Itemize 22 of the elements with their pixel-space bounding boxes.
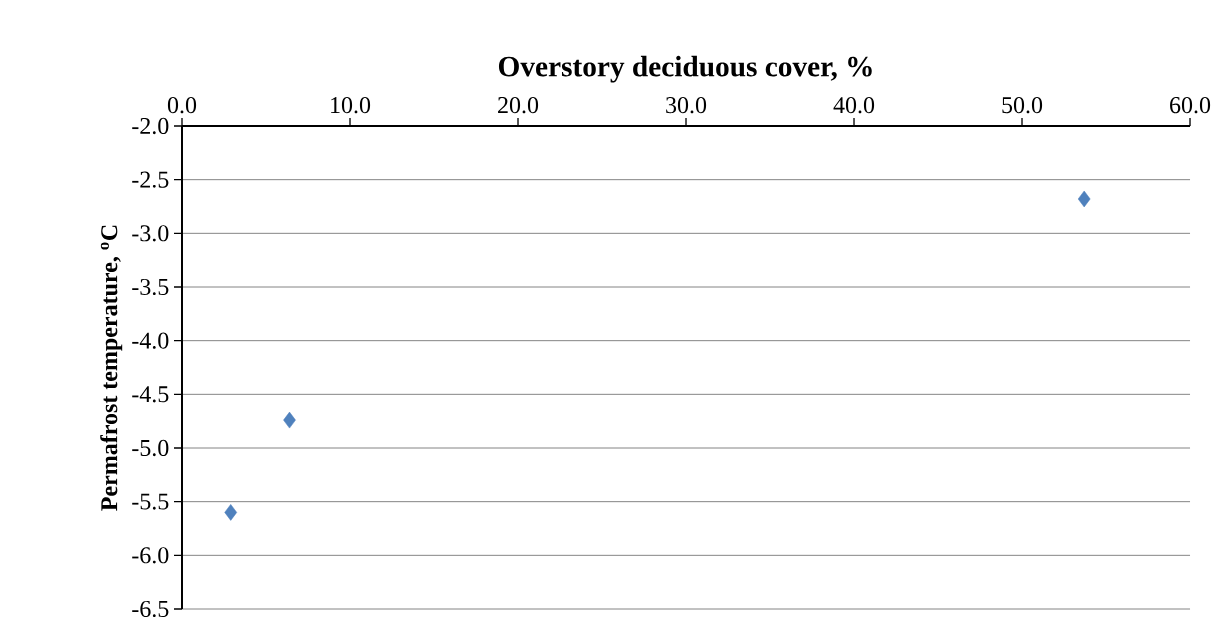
- x-tick-label: 30.0: [666, 97, 707, 114]
- x-tick-label: 20.0: [498, 97, 539, 114]
- y-tick-label: -3.5: [132, 278, 169, 296]
- y-tick-label: -5.5: [132, 493, 169, 510]
- point: [224, 504, 237, 521]
- x-tick-label: 40.0: [833, 97, 875, 114]
- y-tick-label: -6.0: [132, 547, 169, 564]
- y-tick-label: -3.0: [132, 225, 169, 242]
- x-tick-label: 50.0: [1002, 97, 1043, 114]
- x-tick-label: 10.0: [331, 97, 371, 114]
- y-tick-label: -5.0: [132, 439, 169, 457]
- x-tick-label: 60.0: [1170, 97, 1211, 114]
- y-tick-label: -2.5: [132, 171, 169, 188]
- y-tick-label: -4.5: [132, 386, 169, 403]
- y-tick-label: -4.0: [132, 332, 169, 349]
- x-axis-title: Overstory deciduous cover, %: [498, 55, 872, 83]
- point: [1077, 190, 1091, 208]
- x-tick-label: 0.0: [167, 97, 197, 114]
- y-tick-label: -6.5: [132, 600, 169, 618]
- y-axis-title: Permafrost temperature, $^{o}$C: [100, 225, 123, 511]
- point: [283, 411, 296, 429]
- y-tick-label: -2.0: [132, 117, 169, 135]
